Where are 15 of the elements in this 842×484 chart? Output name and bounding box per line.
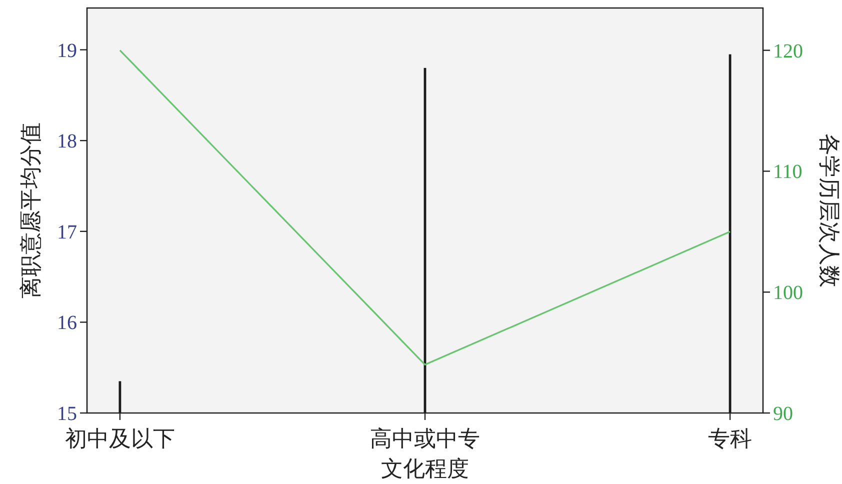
- y-tick-label: 18: [57, 130, 77, 153]
- x-axis-title: 文化程度: [381, 456, 469, 481]
- y-axis-title: 离职意愿平均分值: [18, 122, 43, 298]
- y2-tick-label: 100: [773, 282, 803, 304]
- y2-axis-title: 各学历层次人数: [817, 134, 842, 288]
- y2-tick-label: 110: [773, 161, 802, 184]
- x-tick-label: 初中及以下: [64, 426, 175, 451]
- x-tick-label: 专科: [708, 426, 752, 451]
- y-tick-label: 17: [57, 221, 77, 244]
- y2-tick-label: 90: [773, 403, 793, 425]
- y-tick-label: 19: [57, 40, 77, 62]
- y-tick-label: 16: [57, 312, 77, 334]
- y-tick-label: 15: [57, 403, 77, 425]
- y2-tick-label: 120: [773, 40, 803, 62]
- x-tick-label: 高中或中专: [370, 426, 480, 451]
